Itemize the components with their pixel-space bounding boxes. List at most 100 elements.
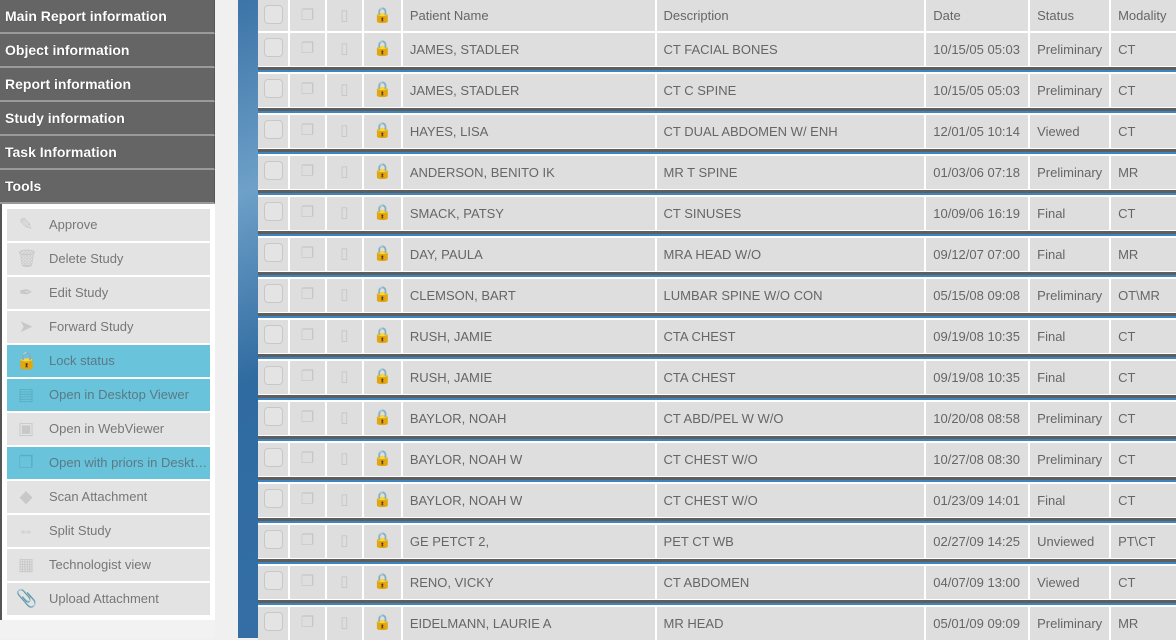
tool-item[interactable]: 📎 Upload Attachment — [7, 583, 210, 615]
lock-cell[interactable]: 🔒 — [363, 361, 401, 394]
viewer-cell[interactable]: ▯ — [326, 607, 362, 640]
lock-cell[interactable]: 🔒 — [363, 33, 401, 66]
viewer-cell[interactable]: ▯ — [326, 279, 362, 312]
viewer-cell[interactable]: ▯ — [326, 33, 362, 66]
tool-item[interactable]: ✎ Approve — [7, 209, 210, 241]
column-header[interactable]: Description — [656, 0, 925, 31]
table-row[interactable]: ❐ ▯ 🔒 DAY, PAULA MRA HEAD W/O 09/12/07 07:00 F… — [258, 238, 1176, 271]
lock-cell[interactable]: 🔒 — [363, 279, 401, 312]
table-row[interactable]: ❐ ▯ 🔒 SMACK, PATSY CT SINUSES 10/09/06 16:19 F… — [258, 197, 1176, 230]
select-cell[interactable] — [258, 566, 288, 599]
table-row[interactable]: ❐ ▯ 🔒 BAYLOR, NOAH W CT CHEST W/O 01/23/09 14… — [258, 484, 1176, 517]
priors-cell[interactable]: ❐ — [289, 115, 325, 148]
select-cell[interactable] — [258, 525, 288, 558]
checkbox[interactable] — [264, 79, 283, 98]
lock-icon[interactable]: 🔒 — [373, 327, 392, 344]
priors-icon[interactable]: ❐ — [300, 614, 315, 631]
lock-icon[interactable]: 🔒 — [373, 614, 392, 631]
priors-cell[interactable]: ❐ — [289, 361, 325, 394]
table-row[interactable]: ❐ ▯ 🔒 RENO, VICKY CT ABDOMEN 04/07/09 13:00 Vi… — [258, 566, 1176, 599]
priors-icon[interactable]: ❐ — [300, 81, 315, 98]
desktop-viewer-icon[interactable]: ▯ — [340, 7, 349, 24]
section-header[interactable]: Task Information — [0, 136, 215, 170]
table-row[interactable]: ❐ ▯ 🔒 ANDERSON, BENITO IK MR T SPINE 01/03/06… — [258, 156, 1176, 189]
select-cell[interactable] — [258, 0, 288, 31]
lock-icon[interactable]: 🔒 — [373, 245, 392, 262]
desktop-viewer-icon[interactable]: ▯ — [340, 614, 349, 631]
priors-cell[interactable]: ❐ — [289, 320, 325, 353]
tool-item[interactable]: ◆ Scan Attachment — [7, 481, 210, 513]
table-row[interactable]: ❐ ▯ 🔒 CLEMSON, BART LUMBAR SPINE W/O CON 05/1… — [258, 279, 1176, 312]
lock-icon[interactable]: 🔒 — [373, 491, 392, 508]
checkbox[interactable] — [264, 612, 283, 631]
lock-icon[interactable]: 🔒 — [373, 573, 392, 590]
select-cell[interactable] — [258, 238, 288, 271]
checkbox[interactable] — [264, 202, 283, 221]
lock-cell[interactable]: 🔒 — [363, 607, 401, 640]
priors-cell[interactable]: ❐ — [289, 0, 325, 31]
priors-icon[interactable]: ❐ — [300, 286, 315, 303]
checkbox[interactable] — [264, 489, 283, 508]
column-header[interactable]: Patient Name — [402, 0, 655, 31]
priors-icon[interactable]: ❐ — [300, 122, 315, 139]
viewer-cell[interactable]: ▯ — [326, 156, 362, 189]
desktop-viewer-icon[interactable]: ▯ — [340, 204, 349, 221]
lock-icon[interactable]: 🔒 — [373, 81, 392, 98]
checkbox[interactable] — [264, 366, 283, 385]
priors-cell[interactable]: ❐ — [289, 74, 325, 107]
checkbox[interactable] — [264, 120, 283, 139]
viewer-cell[interactable]: ▯ — [326, 238, 362, 271]
lock-icon[interactable]: 🔒 — [373, 7, 392, 24]
lock-icon[interactable]: 🔒 — [373, 532, 392, 549]
priors-cell[interactable]: ❐ — [289, 156, 325, 189]
viewer-cell[interactable]: ▯ — [326, 525, 362, 558]
select-cell[interactable] — [258, 402, 288, 435]
viewer-cell[interactable]: ▯ — [326, 566, 362, 599]
desktop-viewer-icon[interactable]: ▯ — [340, 491, 349, 508]
desktop-viewer-icon[interactable]: ▯ — [340, 122, 349, 139]
checkbox[interactable] — [264, 407, 283, 426]
viewer-cell[interactable]: ▯ — [326, 115, 362, 148]
section-header[interactable]: Object information — [0, 34, 215, 68]
desktop-viewer-icon[interactable]: ▯ — [340, 327, 349, 344]
checkbox[interactable] — [264, 38, 283, 57]
tool-item[interactable]: 🔒 Lock status — [7, 345, 210, 377]
desktop-viewer-icon[interactable]: ▯ — [340, 286, 349, 303]
priors-cell[interactable]: ❐ — [289, 484, 325, 517]
priors-icon[interactable]: ❐ — [300, 245, 315, 262]
table-row[interactable]: ❐ ▯ 🔒 JAMES, STADLER CT FACIAL BONES 10/15/05… — [258, 33, 1176, 66]
priors-icon[interactable]: ❐ — [300, 491, 315, 508]
lock-icon[interactable]: 🔒 — [373, 368, 392, 385]
checkbox[interactable] — [264, 571, 283, 590]
priors-cell[interactable]: ❐ — [289, 402, 325, 435]
checkbox[interactable] — [264, 161, 283, 180]
select-cell[interactable] — [258, 33, 288, 66]
viewer-cell[interactable]: ▯ — [326, 361, 362, 394]
viewer-cell[interactable]: ▯ — [326, 402, 362, 435]
desktop-viewer-icon[interactable]: ▯ — [340, 40, 349, 57]
select-cell[interactable] — [258, 361, 288, 394]
tool-item[interactable]: ▤ Open in Desktop Viewer — [7, 379, 210, 411]
section-header[interactable]: Main Report information — [0, 0, 215, 34]
tool-item[interactable]: ▦ Technologist view — [7, 549, 210, 581]
viewer-cell[interactable]: ▯ — [326, 74, 362, 107]
checkbox[interactable] — [264, 243, 283, 262]
table-row[interactable]: ❐ ▯ 🔒 BAYLOR, NOAH CT ABD/PEL W W/O 10/20/08 … — [258, 402, 1176, 435]
select-cell[interactable] — [258, 156, 288, 189]
viewer-cell[interactable]: ▯ — [326, 443, 362, 476]
priors-icon[interactable]: ❐ — [300, 368, 315, 385]
priors-icon[interactable]: ❐ — [300, 40, 315, 57]
tool-item[interactable]: ➤ Forward Study — [7, 311, 210, 343]
select-cell[interactable] — [258, 115, 288, 148]
column-header[interactable]: Status — [1030, 0, 1110, 31]
select-cell[interactable] — [258, 320, 288, 353]
priors-icon[interactable]: ❐ — [300, 327, 315, 344]
checkbox[interactable] — [264, 448, 283, 467]
priors-cell[interactable]: ❐ — [289, 443, 325, 476]
viewer-cell[interactable]: ▯ — [326, 0, 362, 31]
select-cell[interactable] — [258, 74, 288, 107]
desktop-viewer-icon[interactable]: ▯ — [340, 573, 349, 590]
desktop-viewer-icon[interactable]: ▯ — [340, 245, 349, 262]
table-row[interactable]: ❐ ▯ 🔒 EIDELMANN, LAURIE A MR HEAD 05/01/09 09… — [258, 607, 1176, 640]
lock-icon[interactable]: 🔒 — [373, 122, 392, 139]
